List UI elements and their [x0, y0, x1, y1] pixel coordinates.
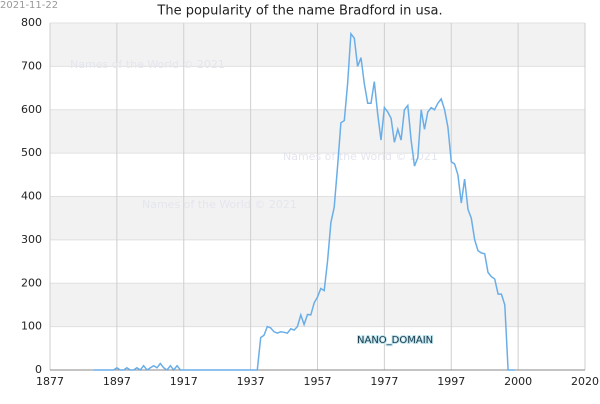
- y-tick-label: 700: [21, 59, 42, 72]
- x-tick-label: 2020: [571, 375, 599, 388]
- y-tick-label: 500: [21, 146, 42, 159]
- x-tick-label: 1877: [36, 375, 64, 388]
- x-tick-label: 1917: [170, 375, 198, 388]
- y-tick-label: 0: [35, 363, 42, 376]
- date-label: 2021-11-22: [0, 0, 58, 11]
- x-tick-label: 1957: [304, 375, 332, 388]
- line: [93, 31, 515, 372]
- y-tick-label: 800: [21, 16, 42, 29]
- y-tick-label: 400: [21, 190, 42, 203]
- watermark: Names of the World © 2021: [142, 198, 297, 211]
- domain-label: NANO_DOMAIN: [357, 335, 433, 346]
- x-tick-label: 1997: [437, 375, 465, 388]
- x-tick-label: 1977: [370, 375, 398, 388]
- x-tick-label: 2000: [504, 375, 532, 388]
- chart-title: The popularity of the name Bradford in u…: [156, 4, 442, 19]
- watermark: Names of the World © 2021: [70, 58, 225, 71]
- y-tick-label: 100: [21, 320, 42, 333]
- y-tick-label: 600: [21, 103, 42, 116]
- x-tick-label: 1937: [237, 375, 265, 388]
- y-tick-label: 300: [21, 233, 42, 246]
- y-tick-label: 200: [21, 276, 42, 289]
- watermark: Names of the World © 2021: [283, 150, 438, 163]
- x-tick-label: 1897: [103, 375, 131, 388]
